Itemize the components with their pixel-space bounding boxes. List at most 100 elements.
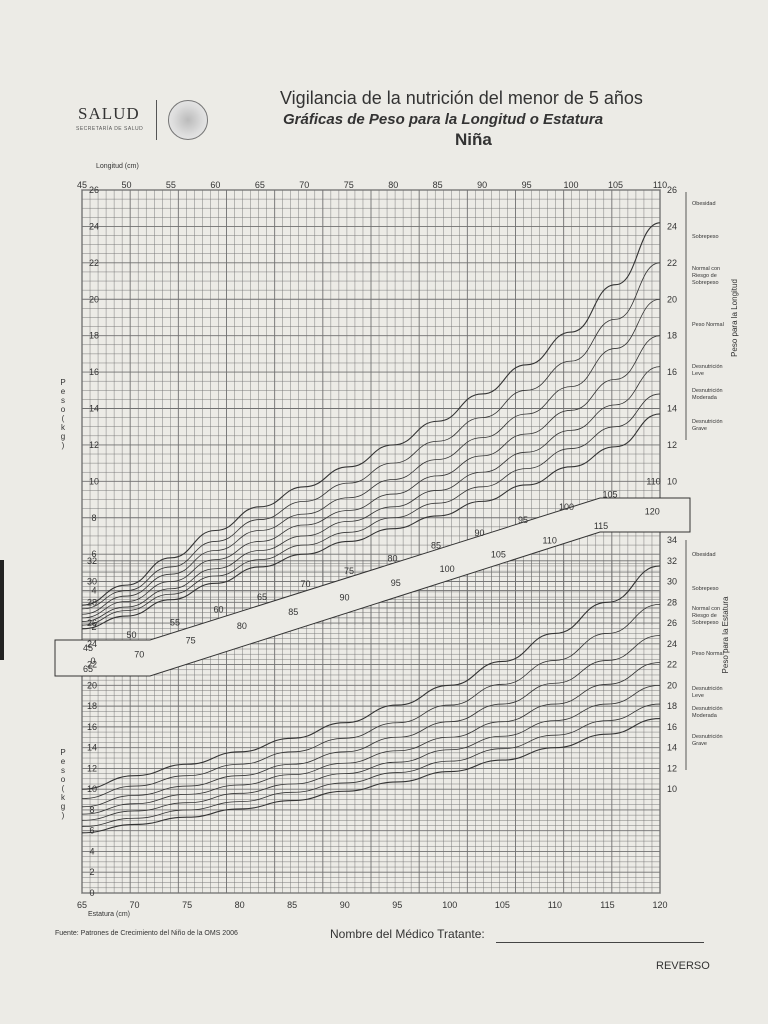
band-length-label: 105	[602, 489, 617, 499]
upper-legend-item: Sobrepeso	[692, 280, 719, 286]
band-stature-label: 95	[391, 578, 401, 588]
upper-x-tick-label: 110	[653, 180, 667, 190]
upper-y-tick-left: 4	[91, 586, 96, 596]
upper-y-tick-left: 12	[89, 440, 99, 450]
lower-y-tick-right: 22	[667, 660, 677, 670]
lower-legend-item: Sobrepeso	[692, 620, 719, 626]
upper-series-line-2	[81, 262, 661, 610]
lower-y-tick-left: 4	[89, 846, 94, 856]
band-length-label: 80	[387, 553, 397, 563]
lower-x-tick-label: 105	[495, 900, 510, 910]
upper-series-line-7	[81, 413, 661, 630]
band-length-label: 100	[559, 502, 574, 512]
lower-x-tick-label: 100	[442, 900, 457, 910]
lower-y-axis-label-char: o	[61, 775, 66, 784]
lower-legend-item: Riesgo de	[692, 613, 717, 619]
lower-y-tick-left: 8	[89, 805, 94, 815]
band-length-label: 50	[126, 630, 136, 640]
lower-legend-item: Obesidad	[692, 552, 716, 558]
band-stature-label: 90	[339, 593, 349, 603]
lower-y-axis-label-char: e	[61, 757, 66, 766]
upper-series-line-3	[81, 298, 661, 615]
upper-y-axis-label-char: (	[62, 414, 65, 423]
lower-x-tick-label: 95	[392, 900, 402, 910]
lower-legend-item: Moderada	[692, 713, 718, 719]
upper-x-axis-label: Longitud (cm)	[96, 163, 139, 170]
upper-x-tick-label: 60	[210, 180, 220, 190]
upper-legend-item: Desnutrición	[692, 388, 723, 394]
lower-legend-item: Grave	[692, 741, 707, 747]
lower-series-line-3	[81, 635, 661, 808]
lower-y-tick-left: 12	[87, 763, 97, 773]
sex-label: Niña	[455, 130, 492, 149]
upper-series-line-6	[81, 393, 661, 626]
doctor-name-field[interactable]	[496, 942, 704, 943]
band-stature-label: 115	[594, 521, 608, 531]
upper-y-tick-right: 24	[667, 221, 677, 231]
lower-y-tick-left: 18	[87, 701, 97, 711]
lower-y-tick-right: 12	[667, 763, 677, 773]
upper-y-axis-label-char: s	[61, 396, 65, 405]
upper-x-tick-label: 80	[388, 180, 398, 190]
band-stature-label: 65	[83, 664, 93, 674]
lower-y-tick-left: 20	[87, 680, 97, 690]
upper-x-tick-label: 55	[166, 180, 176, 190]
lower-y-tick-left: 32	[87, 556, 97, 566]
band-stature-label: 80	[237, 621, 247, 631]
lower-legend-item: Normal con	[692, 606, 720, 612]
upper-grid	[81, 190, 661, 625]
lower-y-tick-left: 16	[87, 722, 97, 732]
upper-x-tick-label: 90	[477, 180, 487, 190]
lower-y-axis-label-char: k	[61, 793, 66, 802]
upper-y-tick-left: 6	[91, 549, 96, 559]
upper-series-line-5	[81, 366, 661, 622]
lower-y-axis-label-char: g	[61, 802, 65, 811]
band-stature-label: 75	[186, 635, 196, 645]
upper-x-tick-label: 70	[299, 180, 309, 190]
band-length-label: 60	[213, 605, 223, 615]
upper-y-tick-right: 12	[667, 440, 677, 450]
upper-y-tick-right: 10	[667, 476, 677, 486]
band-stature-label: 100	[440, 564, 455, 574]
lower-x-axis-label: Estatura (cm)	[88, 911, 130, 918]
upper-legend-item: Peso Normal	[692, 322, 724, 328]
upper-y-tick-left: 14	[89, 404, 99, 414]
band-length-label: 110	[646, 477, 660, 487]
lower-y-tick-right: 32	[667, 556, 677, 566]
upper-legend-item: Desnutrición	[692, 419, 723, 425]
upper-x-tick-label: 75	[344, 180, 354, 190]
lower-series-line-2	[81, 603, 661, 799]
upper-series-line-1	[81, 222, 661, 606]
page-title: Vigilancia de la nutrición del menor de …	[280, 88, 643, 108]
upper-y-tick-left: 2	[91, 622, 96, 632]
lower-y-axis-label-char: P	[60, 748, 65, 757]
upper-side-label: Peso para la Longitud	[730, 279, 739, 357]
lower-x-tick-label: 75	[182, 900, 192, 910]
lower-x-tick-label: 85	[287, 900, 297, 910]
lower-x-tick-label: 110	[548, 900, 562, 910]
band-stature-label: 70	[134, 650, 144, 660]
lower-y-tick-left: 6	[89, 826, 94, 836]
lower-y-tick-right: 34	[667, 535, 677, 545]
band-length-label: 90	[474, 528, 484, 538]
upper-y-tick-right: 18	[667, 331, 677, 341]
lower-x-tick-label: 70	[130, 900, 140, 910]
upper-x-tick-label: 95	[522, 180, 532, 190]
upper-legend-item: Desnutrición	[692, 364, 723, 370]
band-zero-label: 0	[90, 656, 95, 666]
band-stature-label: 110	[543, 535, 557, 545]
logo-text: SALUD	[78, 104, 140, 123]
upper-y-axis-label-char: e	[61, 387, 66, 396]
lower-x-tick-label: 120	[652, 900, 667, 910]
lower-y-tick-right: 16	[667, 722, 677, 732]
lower-y-tick-right: 14	[667, 743, 677, 753]
upper-x-tick-label: 50	[121, 180, 131, 190]
lower-y-axis-label-char: )	[62, 811, 65, 820]
upper-y-axis-label-char: k	[61, 423, 66, 432]
upper-y-axis-label-char: o	[61, 405, 66, 414]
lower-legend-item: Leve	[692, 693, 704, 699]
upper-legend-item: Grave	[692, 426, 707, 432]
band-stature-label: 85	[288, 607, 298, 617]
lower-y-axis-label-char: (	[62, 784, 65, 793]
lower-series-line-1	[81, 565, 661, 790]
